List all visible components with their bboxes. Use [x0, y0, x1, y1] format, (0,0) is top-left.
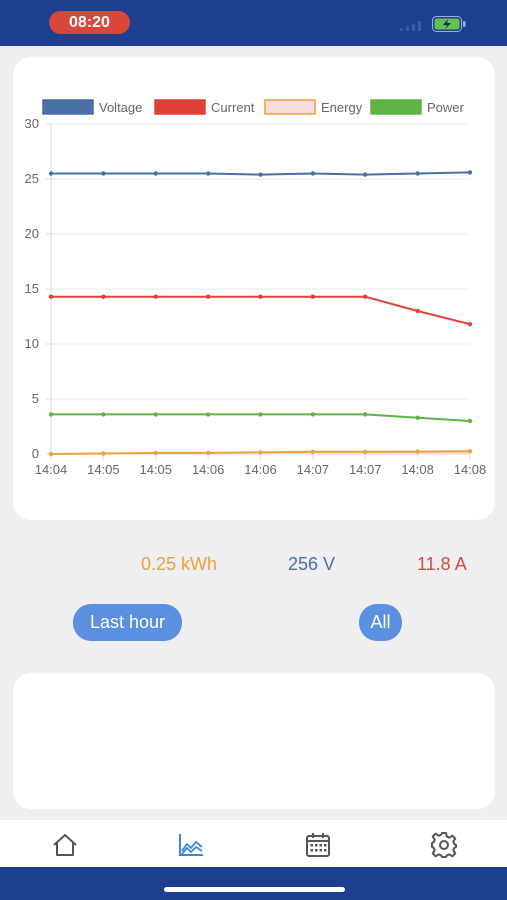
- energy-reading: 0.25 kWh: [141, 554, 218, 574]
- readings-row: 0.25 kWh 256 V 11.8 A: [0, 550, 507, 578]
- power-legend-label: Power: [427, 100, 465, 115]
- signal-icon: [400, 21, 421, 31]
- chart-icon: [179, 834, 203, 856]
- current-point: [467, 322, 473, 327]
- x-tick-label: 14:07: [349, 462, 382, 477]
- voltage-point: [415, 171, 420, 176]
- power-point: [205, 412, 211, 417]
- x-tick-label: 14:06: [244, 462, 277, 477]
- details-card: [13, 673, 495, 809]
- voltage-point: [101, 171, 106, 176]
- energy-point: [363, 449, 368, 454]
- current-reading: 11.8 A: [417, 554, 467, 574]
- x-tick-label: 14:08: [401, 462, 434, 477]
- power-point: [153, 412, 158, 417]
- gear-icon: [431, 832, 457, 858]
- energy-point: [415, 449, 420, 454]
- energy-point: [467, 449, 473, 454]
- voltage-legend-label: Voltage: [99, 100, 142, 115]
- calendar-icon: [306, 833, 330, 857]
- tab-calendar[interactable]: [303, 830, 333, 860]
- voltage-point: [467, 170, 473, 175]
- current-point: [310, 294, 316, 299]
- x-tick-label: 14:04: [35, 462, 68, 477]
- battery-icon: [432, 16, 466, 32]
- energy-point: [205, 450, 211, 456]
- voltage-point: [48, 171, 54, 176]
- voltage-point: [205, 171, 211, 176]
- x-tick-label: 14:07: [297, 462, 330, 477]
- voltage-point: [310, 171, 316, 176]
- current-point: [101, 294, 106, 299]
- x-tick-label: 14:08: [454, 462, 487, 477]
- power-point: [363, 412, 368, 417]
- status-time: 08:20: [49, 11, 130, 34]
- tab-bar: [0, 820, 507, 867]
- energy-legend-swatch: [264, 99, 316, 115]
- voltage-point: [258, 172, 263, 177]
- y-tick-label: 5: [32, 391, 39, 406]
- last-hour-button[interactable]: Last hour: [73, 604, 182, 641]
- home-icon: [53, 834, 77, 856]
- voltage-point: [153, 171, 158, 176]
- current-point: [258, 294, 263, 299]
- all-button[interactable]: All: [359, 604, 402, 641]
- current-point: [415, 308, 420, 314]
- tab-chart[interactable]: [176, 830, 206, 860]
- current-legend-label: Current: [211, 100, 255, 115]
- tab-home[interactable]: [50, 830, 80, 860]
- y-tick-label: 25: [25, 171, 39, 186]
- chart-card: 0 5 10 15 20 25 30 14:04 14:05 14:05 14:06 14:06 14:…: [13, 57, 495, 520]
- power-point: [415, 415, 420, 420]
- y-tick-label: 0: [32, 446, 39, 461]
- power-point: [48, 412, 54, 417]
- status-bar: 08:20: [0, 0, 507, 46]
- power-point: [310, 412, 316, 417]
- energy-point: [258, 450, 263, 455]
- energy-point: [153, 450, 158, 456]
- y-tick-label: 15: [25, 281, 39, 296]
- tab-settings[interactable]: [429, 830, 459, 860]
- current-point: [48, 294, 54, 299]
- y-tick-label: 10: [25, 336, 39, 351]
- voltage-point: [363, 172, 368, 177]
- line-chart: 0 5 10 15 20 25 30 14:04 14:05 14:05 14:06 14:06 14:…: [25, 99, 487, 477]
- x-tick-label: 14:06: [192, 462, 225, 477]
- x-tick-label: 14:05: [139, 462, 172, 477]
- current-series-line: [51, 295, 471, 326]
- home-indicator-bar: [0, 867, 507, 900]
- voltage-legend-swatch: [42, 99, 94, 115]
- energy-point: [310, 449, 316, 454]
- x-tick-label: 14:05: [87, 462, 120, 477]
- voltage-reading: 256 V: [288, 554, 336, 574]
- energy-legend-label: Energy: [321, 100, 363, 115]
- power-point: [258, 412, 263, 417]
- current-point: [363, 294, 368, 299]
- power-point: [467, 418, 473, 424]
- energy-point: [48, 451, 54, 457]
- current-point: [205, 294, 211, 299]
- y-tick-label: 30: [25, 116, 39, 131]
- power-point: [101, 412, 106, 417]
- y-tick-label: 20: [25, 226, 39, 241]
- power-legend-swatch: [370, 99, 422, 115]
- energy-point: [101, 451, 106, 456]
- current-legend-swatch: [154, 99, 206, 115]
- current-point: [153, 294, 158, 299]
- home-indicator[interactable]: [164, 887, 345, 892]
